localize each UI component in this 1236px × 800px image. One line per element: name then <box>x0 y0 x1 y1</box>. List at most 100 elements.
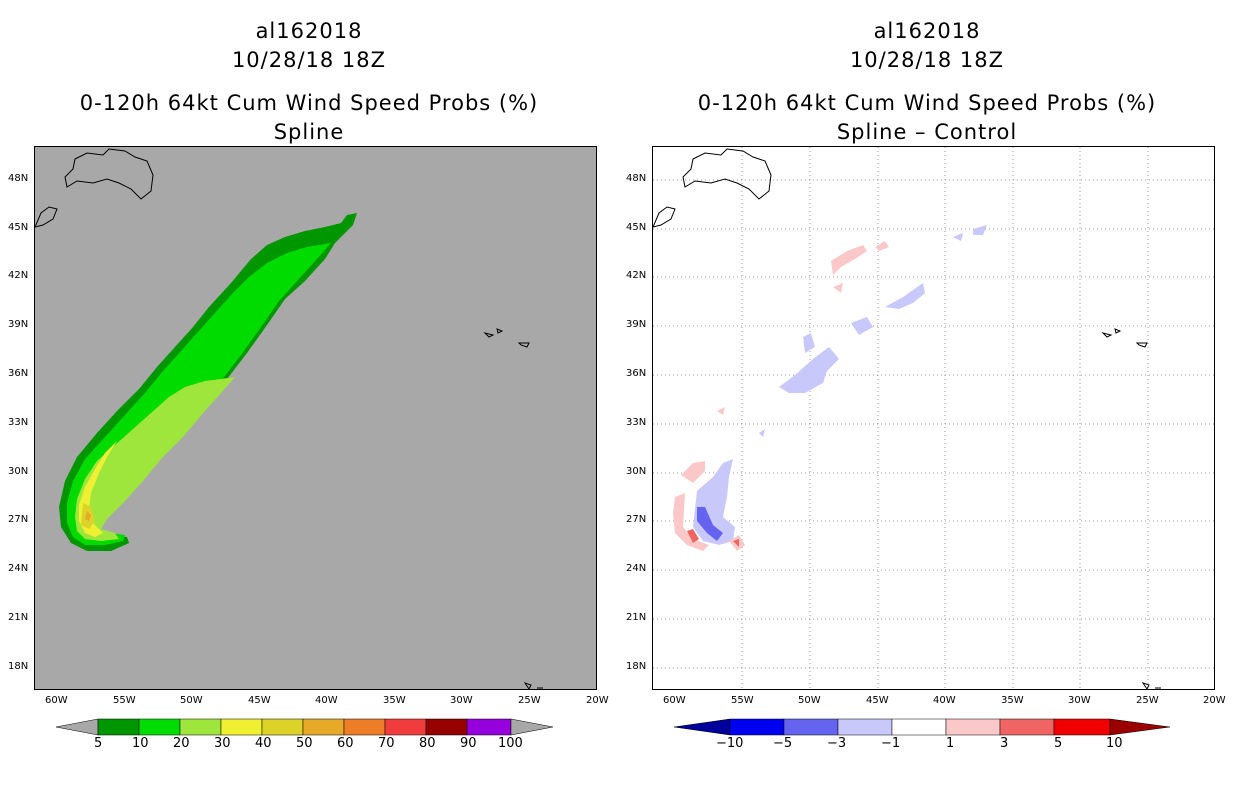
diff-positive-strong <box>687 529 739 547</box>
left-lon-label: 20W <box>586 695 609 706</box>
right-lat-label: 18N <box>626 661 647 672</box>
right-lon-label: 50W <box>798 695 821 706</box>
left-lon-label: 60W <box>45 695 68 706</box>
right-lon-label: 45W <box>866 695 889 706</box>
lat-lon-grid <box>653 147 1214 689</box>
right-colorbar <box>674 718 1171 736</box>
left-colorbar-label: 5 <box>94 736 103 751</box>
right-map <box>652 146 1215 690</box>
right-lon-label: 20W <box>1203 695 1226 706</box>
colorbar-swatch <box>466 718 512 736</box>
right-colorbar-label: 1 <box>946 736 955 751</box>
colorbar-swatch <box>999 718 1055 736</box>
left-lat-label: 36N <box>8 368 29 379</box>
right-product-title: 0-120h 64kt Cum Wind Speed Probs (%) <box>697 91 1157 115</box>
right-colorbar-high-arrow <box>1109 718 1171 736</box>
right-colorbar-label: −1 <box>881 736 901 751</box>
left-lon-label: 35W <box>383 695 406 706</box>
right-lat-label: 27N <box>626 514 647 525</box>
right-map-background <box>653 147 1214 689</box>
right-colorbar-label: −10 <box>716 736 744 751</box>
colorbar-swatch <box>97 718 140 736</box>
left-colorbar-label: 80 <box>419 736 436 751</box>
right-lat-label: 45N <box>626 222 647 233</box>
left-colorbar-label: 50 <box>296 736 313 751</box>
left-lon-label: 45W <box>248 695 271 706</box>
colorbar-swatch <box>179 718 222 736</box>
colorbar-swatch <box>945 718 1001 736</box>
right-lat-label: 33N <box>626 417 647 428</box>
prob-contour-50 <box>85 511 91 521</box>
right-colorbar-label: 10 <box>1106 736 1123 751</box>
left-map <box>34 146 597 690</box>
colorbar-swatch <box>729 718 785 736</box>
right-colorbar-label: −3 <box>827 736 847 751</box>
colorbar-swatch <box>384 718 427 736</box>
diff-negative-strong <box>697 507 723 541</box>
left-lat-label: 45N <box>8 222 29 233</box>
right-lat-label: 48N <box>626 173 647 184</box>
left-colorbar-high-arrow <box>510 718 554 736</box>
prob-contour-20 <box>75 377 235 541</box>
right-colorbar-label: 3 <box>1000 736 1009 751</box>
left-subtitle: Spline <box>273 120 345 144</box>
coastline <box>653 148 1161 689</box>
colorbar-swatch <box>891 718 947 736</box>
right-lon-label: 35W <box>1001 695 1024 706</box>
right-datetime: 10/28/18 18Z <box>849 48 1005 72</box>
left-lat-label: 27N <box>8 514 29 525</box>
diff-positive <box>673 241 889 551</box>
left-lon-label: 40W <box>315 695 338 706</box>
right-lat-label: 39N <box>626 319 647 330</box>
left-lat-label: 42N <box>8 270 29 281</box>
right-lat-label: 30N <box>626 466 647 477</box>
left-lon-label: 50W <box>180 695 203 706</box>
right-lon-label: 60W <box>663 695 686 706</box>
left-lat-label: 39N <box>8 319 29 330</box>
left-colorbar-label: 40 <box>255 736 272 751</box>
left-colorbar-label: 20 <box>173 736 190 751</box>
coastline <box>35 148 543 689</box>
left-colorbar <box>56 718 554 736</box>
left-lon-label: 30W <box>450 695 473 706</box>
left-lat-label: 33N <box>8 417 29 428</box>
left-colorbar-label: 90 <box>460 736 477 751</box>
left-lon-label: 55W <box>113 695 136 706</box>
colorbar-swatch <box>343 718 386 736</box>
right-subtitle: Spline – Control <box>836 120 1018 144</box>
colorbar-swatch <box>261 718 304 736</box>
left-colorbar-label: 60 <box>337 736 354 751</box>
diff-negative <box>693 225 987 545</box>
left-lat-label: 18N <box>8 661 29 672</box>
left-colorbar-label: 10 <box>132 736 149 751</box>
left-colorbar-label: 100 <box>498 736 523 751</box>
colorbar-swatch <box>1053 718 1111 736</box>
right-lon-label: 40W <box>933 695 956 706</box>
right-lat-label: 21N <box>626 612 647 623</box>
right-colorbar-label: −5 <box>773 736 793 751</box>
left-storm-id: al162018 <box>255 19 363 43</box>
right-colorbar-low-arrow <box>674 718 731 736</box>
colorbar-swatch <box>138 718 181 736</box>
right-lon-label: 25W <box>1136 695 1159 706</box>
right-lat-label: 42N <box>626 270 647 281</box>
right-lat-label: 24N <box>626 563 647 574</box>
left-colorbar-low-arrow <box>56 718 99 736</box>
colorbar-swatch <box>302 718 345 736</box>
left-lon-label: 25W <box>518 695 541 706</box>
left-datetime: 10/28/18 18Z <box>231 48 387 72</box>
colorbar-swatch <box>783 718 839 736</box>
left-lat-label: 21N <box>8 612 29 623</box>
left-colorbar-label: 70 <box>378 736 395 751</box>
left-lat-label: 30N <box>8 466 29 477</box>
right-storm-id: al162018 <box>873 19 981 43</box>
left-colorbar-label: 30 <box>214 736 231 751</box>
right-lat-label: 36N <box>626 368 647 379</box>
right-colorbar-label: 5 <box>1054 736 1063 751</box>
colorbar-swatch <box>837 718 893 736</box>
left-product-title: 0-120h 64kt Cum Wind Speed Probs (%) <box>79 91 539 115</box>
right-lon-label: 55W <box>731 695 754 706</box>
left-lat-label: 48N <box>8 173 29 184</box>
left-lat-label: 24N <box>8 563 29 574</box>
right-lon-label: 30W <box>1068 695 1091 706</box>
